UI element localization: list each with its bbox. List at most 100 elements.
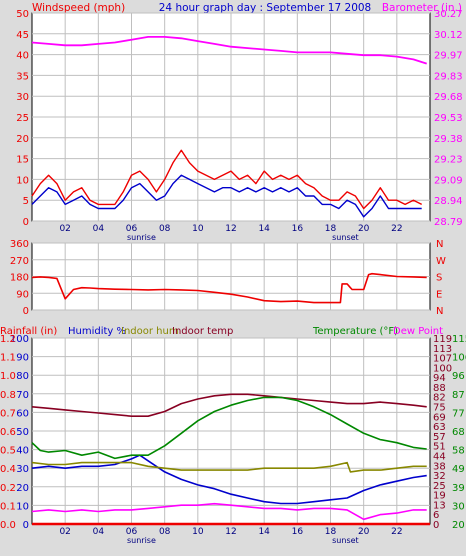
x-tick-label: 16 xyxy=(292,224,304,234)
temp-f-y-tick-label: 30 xyxy=(452,501,465,512)
wind-y-tick-label: 45 xyxy=(16,30,29,41)
temp-y-tick-label: 63 xyxy=(433,422,446,433)
humidity-y-tick-label: 90 xyxy=(16,353,29,364)
temp-f-y-tick-label: 49 xyxy=(452,464,465,475)
x-tick-label: 04 xyxy=(93,527,105,537)
wind-y-tick-label: 50 xyxy=(16,9,29,20)
x-tick-label: 18 xyxy=(325,527,337,537)
indoor-hum-label: Indoor hum xyxy=(121,326,179,337)
direction-y-tick-label: 180 xyxy=(10,273,29,284)
sunset-label: sunset xyxy=(332,536,359,545)
wind-y-tick-label: 0 xyxy=(23,217,29,228)
compass-label: N xyxy=(436,306,443,317)
humidity-y-tick-label: 80 xyxy=(16,371,29,382)
temp-y-tick-label: 107 xyxy=(433,354,452,365)
temp-y-tick-label: 57 xyxy=(433,432,446,443)
temp-f-y-tick-label: 20 xyxy=(452,520,465,531)
compass-label: N xyxy=(436,239,443,250)
temperature-label: Temperature (°F) xyxy=(312,326,398,337)
barometer-y-tick-label: 29.68 xyxy=(434,92,463,103)
x-tick-label: 06 xyxy=(126,224,138,234)
temp-f-y-tick-label: 77 xyxy=(452,408,465,419)
x-tick-label: 10 xyxy=(192,224,204,234)
temperature-series xyxy=(31,396,427,460)
temp-y-tick-label: 113 xyxy=(433,344,452,355)
direction-y-tick-label: 0 xyxy=(23,306,29,317)
barometer-y-tick-label: 29.09 xyxy=(434,175,463,186)
humidity-y-tick-label: 0 xyxy=(23,520,29,531)
dew-point-series xyxy=(31,502,427,521)
humidity-y-tick-label: 10 xyxy=(16,501,29,512)
wind-y-tick-label: 30 xyxy=(16,92,29,103)
sunrise-label: sunrise xyxy=(127,536,156,545)
wind-y-tick-label: 40 xyxy=(16,51,29,62)
x-tick-label: 18 xyxy=(325,224,337,234)
temp-y-tick-label: 75 xyxy=(433,403,446,414)
rain-y-tick-label: 0.4 xyxy=(0,464,16,475)
temp-y-tick-label: 44 xyxy=(433,451,446,462)
dew-point-label: Dew Point xyxy=(393,326,443,337)
rain-y-tick-label: 0.7 xyxy=(0,408,16,419)
humidity-y-tick-label: 50 xyxy=(16,427,29,438)
humidity-y-tick-label: 70 xyxy=(16,390,29,401)
barometer-label: Barometer (in.) xyxy=(382,2,462,14)
humidity-series xyxy=(31,454,427,505)
temp-f-y-tick-label: 87 xyxy=(452,390,465,401)
temp-y-tick-label: 6 xyxy=(433,510,439,521)
rain-y-tick-label: 1.1 xyxy=(0,353,16,364)
temp-f-y-tick-label: 58 xyxy=(452,446,465,457)
indoor-temp-series xyxy=(31,393,427,418)
x-tick-label: 02 xyxy=(59,224,70,234)
x-tick-label: 20 xyxy=(358,527,370,537)
x-tick-label: 14 xyxy=(258,224,270,234)
barometer-y-tick-label: 28.79 xyxy=(434,217,463,228)
barometer-y-tick-label: 30.27 xyxy=(434,9,463,20)
wind-y-tick-label: 5 xyxy=(23,196,29,207)
humidity-y-tick-label: 30 xyxy=(16,464,29,475)
rain-y-tick-label: 0.5 xyxy=(0,446,16,457)
barometer-series xyxy=(31,36,427,65)
temp-y-tick-label: 51 xyxy=(433,442,446,453)
temp-y-tick-label: 88 xyxy=(433,383,446,394)
rain-y-tick-label: 0.0 xyxy=(0,520,16,531)
x-tick-label: 06 xyxy=(126,527,138,537)
x-tick-label: 08 xyxy=(159,527,171,537)
barometer-y-tick-label: 30.12 xyxy=(434,30,463,41)
barometer-y-tick-label: 29.53 xyxy=(434,113,463,124)
wind-y-tick-label: 20 xyxy=(16,134,29,145)
x-tick-label: 20 xyxy=(358,224,370,234)
barometer-y-tick-label: 29.38 xyxy=(434,134,463,145)
rain-y-tick-label: 0.2 xyxy=(0,483,16,494)
temp-y-tick-label: 19 xyxy=(433,491,446,502)
x-tick-label: 12 xyxy=(225,224,236,234)
humidity-y-tick-label: 40 xyxy=(16,446,29,457)
temp-f-y-tick-label: 39 xyxy=(452,483,465,494)
temp-y-tick-label: 13 xyxy=(433,500,446,511)
temp-y-tick-label: 119 xyxy=(433,334,452,345)
x-tick-label: 10 xyxy=(192,527,204,537)
wind-y-tick-label: 10 xyxy=(16,175,29,186)
indoor-hum-series xyxy=(31,461,427,473)
humidity-label: Humidity % xyxy=(68,326,126,337)
temp-f-y-tick-label: 96 xyxy=(452,371,465,382)
temp-y-tick-label: 82 xyxy=(433,393,446,404)
barometer-y-tick-label: 28.94 xyxy=(434,196,463,207)
barometer-y-tick-label: 29.97 xyxy=(434,51,463,62)
temp-f-y-tick-label: 115 xyxy=(452,334,466,345)
temp-y-tick-label: 0 xyxy=(433,520,439,531)
temp-y-tick-label: 25 xyxy=(433,481,446,492)
rain-y-tick-label: 0.6 xyxy=(0,427,16,438)
barometer-y-tick-label: 29.83 xyxy=(434,71,463,82)
wind-gust-series xyxy=(31,149,423,210)
x-tick-label: 22 xyxy=(391,527,402,537)
temp-y-tick-label: 69 xyxy=(433,412,446,423)
humidity-y-tick-label: 20 xyxy=(16,483,29,494)
compass-label: S xyxy=(436,273,442,284)
humidity-y-tick-label: 100 xyxy=(10,334,29,345)
sunset-label: sunset xyxy=(332,233,359,242)
windspeed-label: Windspeed (mph) xyxy=(32,2,125,14)
x-tick-label: 14 xyxy=(258,527,270,537)
temp-y-tick-label: 94 xyxy=(433,373,446,384)
rain-y-tick-label: 1.2 xyxy=(0,334,16,345)
